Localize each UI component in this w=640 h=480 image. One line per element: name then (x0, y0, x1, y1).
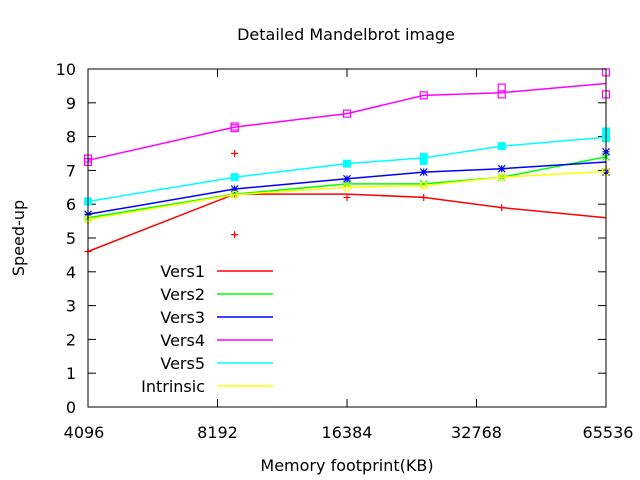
data-point (419, 181, 428, 190)
y-axis-label: Speed-up (9, 200, 28, 276)
series-line (87, 170, 607, 221)
data-point (230, 124, 239, 133)
data-point (419, 91, 428, 100)
series-line (87, 156, 607, 219)
series-intrinsic (83, 167, 611, 224)
data-point (231, 150, 239, 157)
legend-label: Vers1 (160, 262, 205, 281)
legend-label: Intrinsic (141, 377, 205, 396)
x-tick-label: 65536 (583, 423, 634, 442)
series-vers4 (83, 68, 611, 167)
data-point (497, 173, 506, 182)
data-point (343, 174, 351, 183)
y-tick-label: 9 (66, 94, 76, 113)
y-tick-label: 0 (66, 398, 76, 417)
legend-label: Vers2 (160, 285, 205, 304)
data-point (497, 90, 506, 99)
y-tick-label: 8 (66, 128, 76, 147)
series-line (87, 82, 607, 162)
y-tick-label: 10 (56, 60, 76, 79)
legend-label: Vers3 (160, 308, 205, 327)
data-point (419, 168, 428, 177)
data-point (230, 190, 239, 199)
data-point (343, 193, 351, 201)
y-tick-label: 2 (66, 330, 76, 349)
data-point (231, 231, 239, 239)
series-line (87, 193, 607, 253)
y-tick-label: 7 (66, 161, 76, 180)
y-axis-ticks: 0 1 2 3 4 5 6 7 8 9 10 (56, 60, 606, 417)
y-tick-label: 5 (66, 229, 76, 248)
data-point (343, 159, 351, 168)
series-line (87, 136, 607, 203)
x-tick-label: 16384 (322, 423, 373, 442)
y-tick-label: 1 (66, 364, 76, 383)
x-axis-label: Memory footprint(KB) (260, 456, 433, 475)
data-point (419, 156, 428, 165)
data-point (342, 109, 352, 118)
x-tick-label: 4096 (64, 423, 105, 442)
legend-label: Vers4 (160, 331, 205, 350)
data-point (498, 204, 506, 212)
data-point (342, 183, 352, 192)
x-tick-label: 8192 (197, 423, 238, 442)
data-point (497, 164, 506, 173)
y-tick-label: 6 (66, 195, 76, 214)
data-point (497, 142, 506, 151)
chart-title: Detailed Mandelbrot image (237, 25, 455, 44)
series-line (87, 161, 607, 216)
x-axis-ticks: 4096 8192 16384 32768 65536 (64, 69, 634, 442)
y-tick-label: 4 (66, 263, 76, 282)
data-point (230, 185, 239, 193)
legend-label: Vers5 (160, 354, 205, 373)
legend: Vers1 Vers2 Vers3 Vers4 Vers5 Intrinsic (141, 262, 273, 396)
data-point (230, 173, 239, 182)
plot-frame (87, 68, 607, 408)
y-tick-label: 3 (66, 297, 76, 316)
data-point (420, 193, 428, 201)
x-tick-label: 32768 (451, 423, 502, 442)
plot-series (83, 68, 611, 256)
